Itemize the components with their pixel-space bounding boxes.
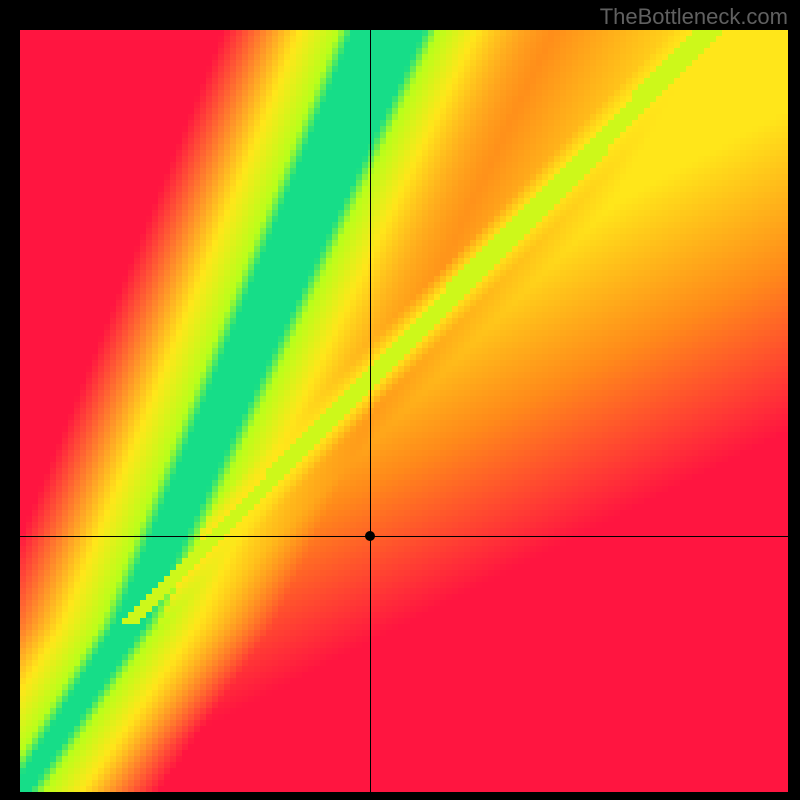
crosshair-marker-dot [365,531,375,541]
bottleneck-heatmap-canvas [20,30,788,792]
crosshair-horizontal [20,536,788,537]
watermark-text: TheBottleneck.com [600,4,788,30]
crosshair-vertical [370,30,371,792]
chart-container: TheBottleneck.com [0,0,800,800]
